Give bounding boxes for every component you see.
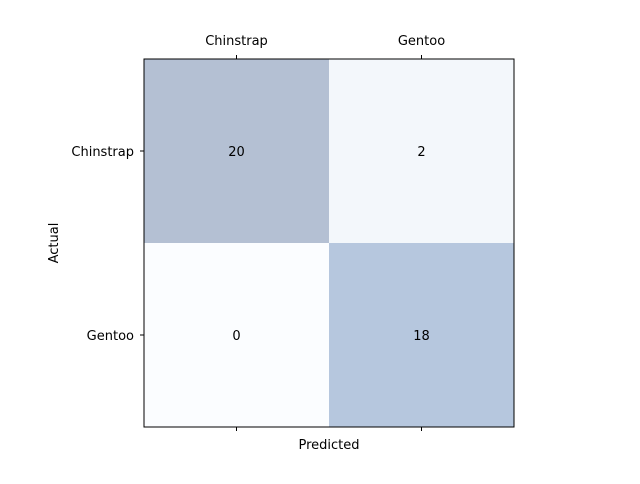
y-tick-label: Gentoo	[87, 329, 134, 344]
y-axis-label: Actual	[47, 223, 62, 264]
heatmap-cell	[329, 59, 514, 243]
ticks-layer: Chinstrap Gentoo Chinstrap Gentoo	[71, 34, 445, 431]
heatmap-cell	[144, 59, 329, 243]
heatmap-cell	[329, 243, 514, 427]
x-tick-label: Gentoo	[398, 34, 445, 49]
cell-value-label: 0	[232, 329, 240, 344]
cell-value-label: 18	[413, 329, 430, 344]
heatmap-cell	[144, 243, 329, 427]
cells-layer: 20 20 18	[144, 59, 514, 427]
plot-frame	[143, 58, 515, 428]
x-axis-label: Predicted	[298, 438, 359, 453]
cell-value-label: 20	[228, 145, 245, 160]
x-tick-label: Chinstrap	[205, 34, 268, 49]
y-tick-label: Chinstrap	[71, 145, 134, 160]
cell-value-label: 2	[417, 145, 425, 160]
